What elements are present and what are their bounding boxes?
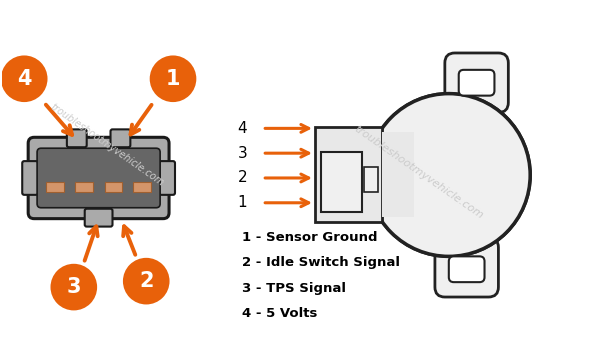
- Text: 4 - 5 Volts: 4 - 5 Volts: [242, 307, 318, 320]
- Bar: [133, 182, 151, 192]
- FancyBboxPatch shape: [449, 256, 485, 282]
- FancyBboxPatch shape: [37, 148, 160, 208]
- Text: 1 - Sensor Ground: 1 - Sensor Ground: [242, 231, 378, 244]
- Text: 2: 2: [238, 170, 247, 186]
- Circle shape: [123, 258, 170, 304]
- FancyBboxPatch shape: [459, 70, 494, 96]
- Circle shape: [150, 55, 196, 102]
- FancyBboxPatch shape: [28, 137, 169, 219]
- FancyBboxPatch shape: [435, 238, 499, 297]
- Circle shape: [367, 94, 530, 256]
- FancyBboxPatch shape: [85, 209, 113, 226]
- Text: 4: 4: [17, 69, 31, 89]
- Text: 3: 3: [238, 146, 247, 161]
- Bar: [382, 132, 414, 217]
- Text: 2: 2: [139, 271, 154, 291]
- Circle shape: [1, 55, 47, 102]
- Text: troubleshootmyvehicle.com: troubleshootmyvehicle.com: [353, 124, 485, 220]
- Text: 3 - TPS Signal: 3 - TPS Signal: [242, 282, 346, 295]
- Bar: [104, 182, 122, 192]
- FancyBboxPatch shape: [110, 130, 130, 147]
- Text: 2 - Idle Switch Signal: 2 - Idle Switch Signal: [242, 256, 400, 269]
- Circle shape: [50, 264, 97, 310]
- Bar: [46, 182, 64, 192]
- Bar: [315, 127, 382, 222]
- Circle shape: [367, 94, 530, 256]
- FancyBboxPatch shape: [22, 161, 38, 195]
- Text: 1: 1: [166, 69, 180, 89]
- FancyBboxPatch shape: [159, 161, 175, 195]
- Bar: [382, 132, 412, 217]
- Text: 1: 1: [238, 195, 247, 210]
- FancyBboxPatch shape: [67, 130, 87, 147]
- Bar: [321, 152, 362, 212]
- Text: troubleshootmyvehicle.com: troubleshootmyvehicle.com: [48, 102, 165, 188]
- Bar: [75, 182, 92, 192]
- Bar: [364, 167, 379, 192]
- Text: 4: 4: [238, 121, 247, 136]
- FancyBboxPatch shape: [445, 53, 508, 112]
- Text: 3: 3: [67, 277, 81, 297]
